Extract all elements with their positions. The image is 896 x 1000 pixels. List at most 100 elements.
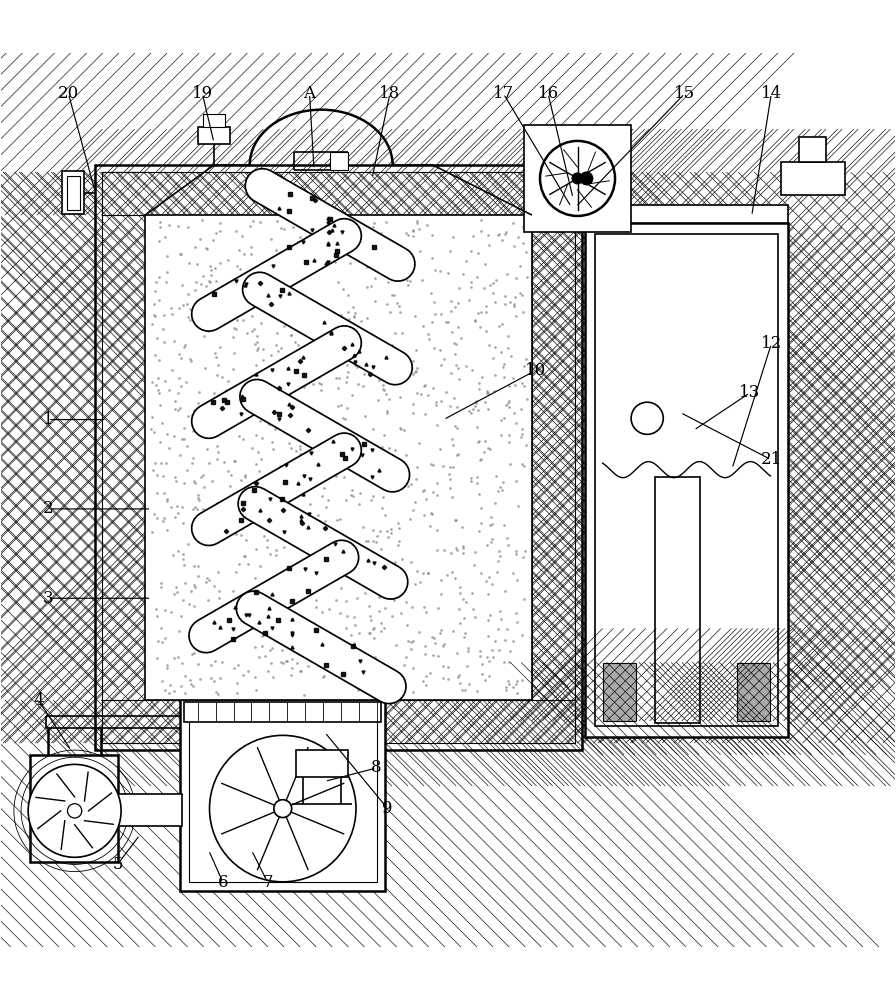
Point bbox=[502, 654, 516, 670]
Point bbox=[217, 454, 231, 470]
Point bbox=[430, 487, 444, 503]
Point bbox=[426, 484, 441, 500]
Point bbox=[342, 255, 357, 271]
Point bbox=[425, 314, 439, 330]
Point bbox=[322, 647, 336, 663]
Point bbox=[221, 630, 236, 646]
Point bbox=[209, 225, 223, 241]
Point bbox=[173, 400, 187, 416]
Point bbox=[384, 337, 399, 353]
Point bbox=[279, 273, 293, 289]
Point bbox=[183, 301, 197, 317]
Point bbox=[380, 561, 394, 577]
Point bbox=[486, 350, 500, 366]
Point bbox=[448, 570, 462, 586]
Point bbox=[157, 510, 171, 526]
Point bbox=[449, 357, 463, 373]
Point bbox=[485, 516, 499, 532]
Point bbox=[201, 323, 215, 339]
Point bbox=[166, 547, 180, 563]
Point bbox=[263, 642, 278, 658]
Point bbox=[392, 298, 406, 314]
Point bbox=[493, 479, 507, 495]
Point bbox=[174, 378, 188, 394]
Point bbox=[474, 304, 488, 320]
Point bbox=[507, 405, 521, 421]
Point bbox=[474, 565, 488, 581]
Bar bbox=[62, 171, 84, 214]
Point bbox=[340, 287, 355, 303]
Point bbox=[336, 532, 350, 548]
Point bbox=[178, 685, 193, 701]
Point bbox=[502, 393, 516, 409]
Point bbox=[168, 650, 182, 666]
Point bbox=[171, 543, 185, 559]
Point bbox=[297, 270, 311, 286]
Point bbox=[285, 315, 299, 331]
Point bbox=[281, 253, 296, 269]
Point bbox=[390, 295, 404, 311]
Point bbox=[186, 645, 201, 661]
Point bbox=[293, 259, 307, 275]
Point bbox=[150, 608, 164, 624]
Point bbox=[150, 467, 164, 483]
Point bbox=[307, 615, 322, 631]
Point bbox=[466, 601, 480, 617]
Point bbox=[159, 426, 174, 442]
Point bbox=[186, 473, 201, 489]
Point bbox=[188, 274, 202, 290]
Point bbox=[226, 329, 240, 345]
Point bbox=[240, 484, 254, 500]
Point bbox=[362, 598, 376, 614]
Point bbox=[479, 304, 494, 320]
Point bbox=[519, 437, 533, 453]
Point bbox=[410, 385, 425, 401]
Point bbox=[352, 552, 366, 568]
Point bbox=[306, 250, 320, 266]
Point bbox=[283, 385, 297, 401]
Point bbox=[491, 483, 505, 499]
Point bbox=[472, 523, 487, 539]
Point bbox=[271, 263, 285, 279]
Point bbox=[425, 629, 439, 645]
Point bbox=[194, 671, 208, 687]
Point bbox=[417, 599, 431, 615]
Point bbox=[250, 328, 264, 344]
Point bbox=[392, 533, 406, 549]
Point bbox=[147, 506, 161, 522]
Point bbox=[329, 242, 343, 258]
Point bbox=[159, 491, 174, 507]
Point bbox=[207, 345, 221, 361]
Point bbox=[509, 605, 523, 621]
Point bbox=[449, 336, 463, 352]
Point bbox=[502, 399, 516, 415]
Point bbox=[247, 321, 262, 337]
Point bbox=[201, 518, 215, 534]
Point bbox=[406, 228, 420, 244]
Point bbox=[515, 219, 530, 235]
Point bbox=[430, 417, 444, 433]
Point bbox=[382, 568, 396, 584]
Point bbox=[336, 442, 350, 458]
Point bbox=[231, 505, 246, 521]
Point bbox=[248, 639, 263, 655]
Point bbox=[443, 471, 457, 487]
Point bbox=[351, 682, 366, 698]
Point bbox=[325, 319, 340, 335]
Point bbox=[277, 471, 291, 487]
Point bbox=[147, 424, 161, 440]
Point bbox=[339, 593, 353, 609]
Point bbox=[470, 305, 485, 321]
Point bbox=[339, 672, 353, 688]
Point bbox=[155, 634, 169, 650]
Point bbox=[235, 228, 249, 244]
Point bbox=[187, 577, 202, 593]
Point bbox=[204, 637, 219, 653]
Point bbox=[293, 441, 307, 457]
Point bbox=[240, 272, 254, 288]
Point bbox=[247, 498, 262, 514]
Point bbox=[472, 433, 487, 449]
Point bbox=[380, 523, 394, 539]
Point bbox=[177, 515, 191, 531]
Point bbox=[271, 343, 286, 359]
